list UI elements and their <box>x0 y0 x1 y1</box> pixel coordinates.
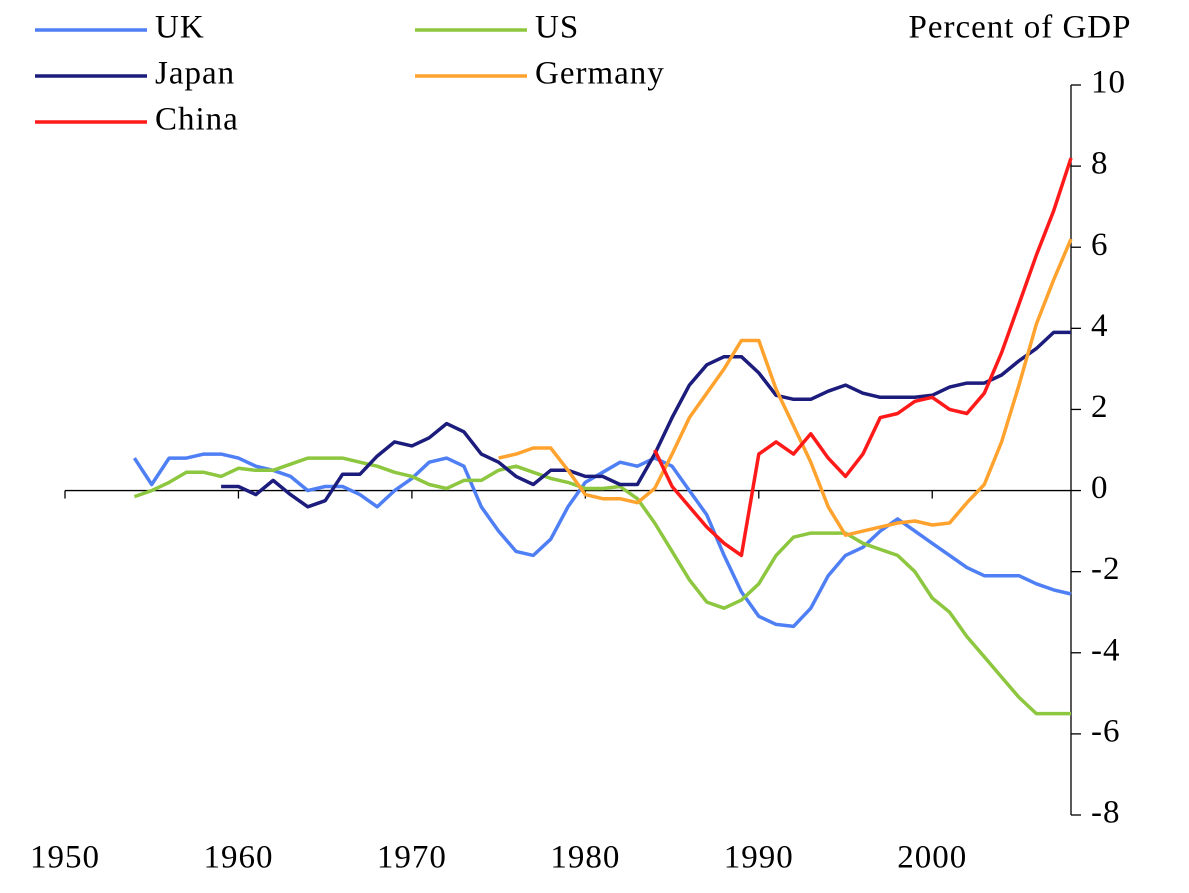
series-line <box>498 238 1073 537</box>
y-tick-label: -8 <box>1091 795 1121 831</box>
y-tick-label: 2 <box>1091 389 1109 425</box>
x-tick-label: 1950 <box>30 840 100 876</box>
x-tick-label: 2000 <box>897 840 967 876</box>
y-tick-label: -6 <box>1091 713 1121 749</box>
x-tick-label: 1970 <box>377 840 447 876</box>
legend-label: Japan <box>155 56 235 92</box>
y-tick-label: 0 <box>1091 470 1109 506</box>
x-tick-label: 1980 <box>550 840 620 876</box>
legend-label: US <box>535 10 579 46</box>
legend-label: UK <box>155 10 205 46</box>
y-axis-label: Percent of GDP <box>909 10 1132 46</box>
x-tick-label: 1960 <box>203 840 273 876</box>
y-tick-label: -4 <box>1091 632 1121 668</box>
y-tick-label: 10 <box>1091 65 1126 101</box>
legend-label: China <box>155 102 239 138</box>
x-tick-label: 1990 <box>724 840 794 876</box>
series-line <box>221 330 1071 509</box>
y-tick-label: 8 <box>1091 146 1109 182</box>
legend-label: Germany <box>535 56 665 92</box>
y-tick-label: 6 <box>1091 227 1109 263</box>
y-tick-label: 4 <box>1091 308 1109 344</box>
series-line <box>132 452 1072 629</box>
y-tick-label: -2 <box>1091 551 1121 587</box>
series-line <box>133 456 1071 716</box>
series-line <box>653 157 1073 558</box>
